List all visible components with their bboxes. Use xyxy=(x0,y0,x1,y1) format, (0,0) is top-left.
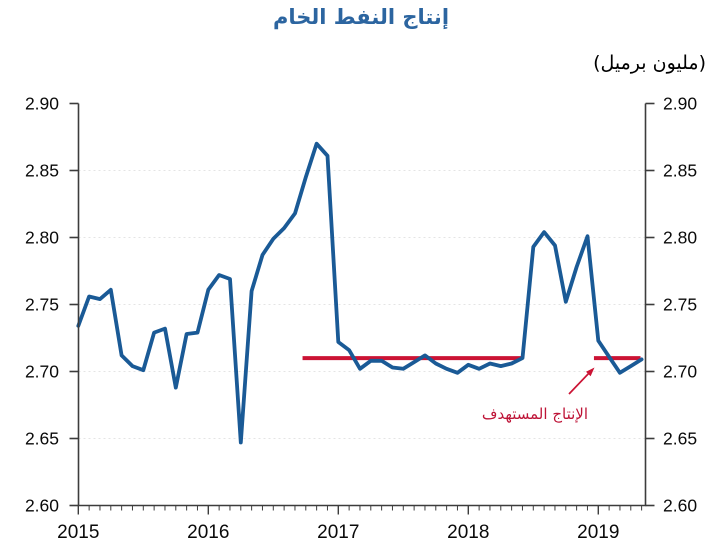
x-tick-label: 2019 xyxy=(577,522,619,543)
y-tick-label-left: 2.90 xyxy=(25,94,59,114)
y-tick-label-left: 2.65 xyxy=(25,429,59,449)
x-tick-label: 2015 xyxy=(57,522,99,543)
chart-title: إنتاج النفط الخام xyxy=(272,5,450,29)
y-tick-label-right: 2.75 xyxy=(663,295,697,315)
y-tick-label-right: 2.85 xyxy=(663,161,697,181)
y-tick-label-left: 2.85 xyxy=(25,161,59,181)
y-tick-label-left: 2.75 xyxy=(25,295,59,315)
production-line xyxy=(76,141,644,445)
chart-unit-label: (مليون برميل) xyxy=(593,52,706,74)
y-tick-label-right: 2.60 xyxy=(663,496,697,516)
y-tick-label-left: 2.80 xyxy=(25,228,59,248)
y-tick-label-right: 2.90 xyxy=(663,94,697,114)
x-tick-label: 2018 xyxy=(447,522,489,543)
annotation-arrow-head xyxy=(586,367,595,377)
target-production-annotation: الإنتاج المستهدف xyxy=(481,405,588,423)
x-tick-label: 2017 xyxy=(317,522,359,543)
y-tick-label-left: 2.60 xyxy=(25,496,59,516)
y-tick-label-right: 2.65 xyxy=(663,429,697,449)
y-tick-label-left: 2.70 xyxy=(25,362,59,382)
annotation-arrow-line xyxy=(568,370,592,395)
y-tick-label-right: 2.80 xyxy=(663,228,697,248)
y-tick-label-right: 2.70 xyxy=(663,362,697,382)
x-tick-label: 2016 xyxy=(187,522,229,543)
